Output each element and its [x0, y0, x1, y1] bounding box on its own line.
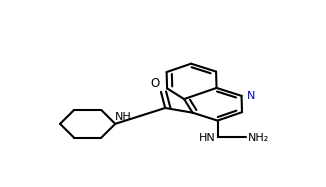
Text: NH₂: NH₂	[248, 133, 269, 143]
Text: HN: HN	[199, 133, 216, 143]
Text: NH: NH	[115, 112, 132, 122]
Text: O: O	[151, 77, 160, 90]
Text: N: N	[246, 91, 255, 101]
